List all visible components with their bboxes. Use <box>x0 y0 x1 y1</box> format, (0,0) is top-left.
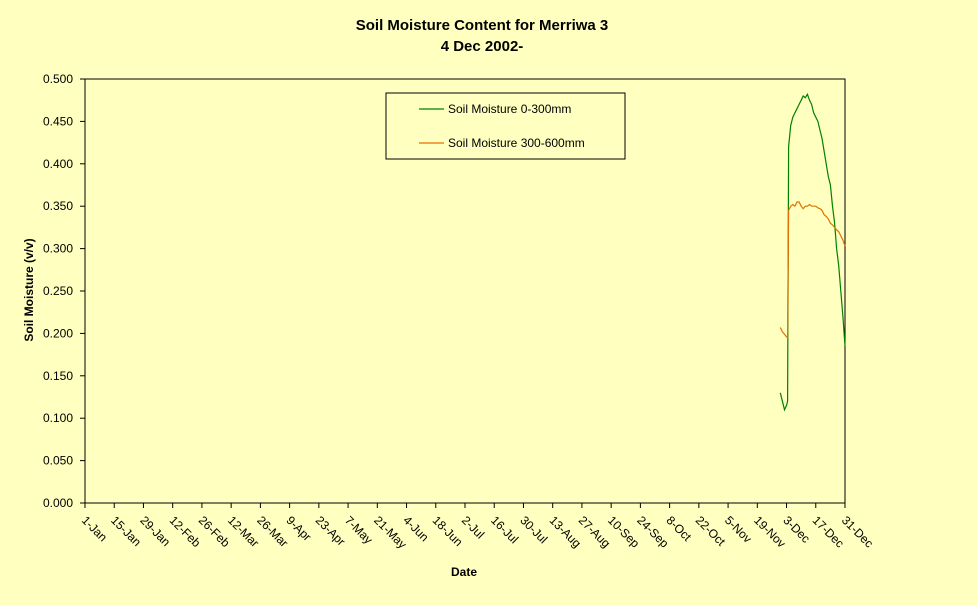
y-tick-label: 0.350 <box>43 199 73 213</box>
x-tick-label: 27-Aug <box>576 513 613 550</box>
x-tick-label: 5-Nov <box>722 513 755 546</box>
y-tick-label: 0.250 <box>43 284 73 298</box>
x-tick-label: 29-Jan <box>137 513 173 549</box>
legend-label-2: Soil Moisture 300-600mm <box>448 136 585 150</box>
x-tick-label: 23-Apr <box>313 513 348 548</box>
x-axis-title: Date <box>451 565 477 579</box>
x-tick-label: 19-Nov <box>751 513 788 550</box>
x-tick-label: 16-Jul <box>488 513 521 546</box>
y-axis-title: Soil Moisture (v/v) <box>22 238 36 341</box>
series-line-1 <box>779 92 846 412</box>
chart-subtitle: 4 Dec 2002- <box>441 38 524 55</box>
x-tick-label: 24-Sep <box>634 513 671 550</box>
x-tick-label: 1-Jan <box>79 513 110 544</box>
x-tick-label: 31-Dec <box>839 513 876 550</box>
y-tick-label: 0.200 <box>43 326 73 340</box>
legend: Soil Moisture 0-300mm Soil Moisture 300-6… <box>385 92 626 160</box>
x-tick-label: 13-Aug <box>547 513 584 550</box>
x-tick-label: 18-Jun <box>430 513 466 549</box>
x-tick-label: 30-Jul <box>517 513 550 546</box>
y-tick-label: 0.450 <box>43 114 73 128</box>
y-tick-label: 0.050 <box>43 454 73 468</box>
x-tick-label: 7-May <box>342 513 375 546</box>
legend-box <box>385 92 626 160</box>
x-tick-label: 15-Jan <box>108 513 144 549</box>
y-tick-label: 0.300 <box>43 242 73 256</box>
legend-label-1: Soil Moisture 0-300mm <box>448 102 571 116</box>
y-tick-label: 0.000 <box>43 496 73 510</box>
x-tick-label: 10-Sep <box>605 513 642 550</box>
y-tick-label: 0.400 <box>43 157 73 171</box>
x-tick-label: 12-Feb <box>167 513 204 550</box>
y-tick-label: 0.500 <box>43 72 73 86</box>
x-tick-label: 12-Mar <box>225 513 262 550</box>
x-tick-label: 26-Feb <box>196 513 233 550</box>
chart-title: Soil Moisture Content for Merriwa 3 <box>356 17 609 34</box>
y-tick-label: 0.100 <box>43 411 73 425</box>
y-tick-label: 0.150 <box>43 369 73 383</box>
series-line-2 <box>779 201 846 339</box>
x-tick-label: 22-Oct <box>693 513 729 549</box>
x-tick-label: 17-Dec <box>810 513 847 550</box>
x-tick-label: 26-Mar <box>254 513 291 550</box>
